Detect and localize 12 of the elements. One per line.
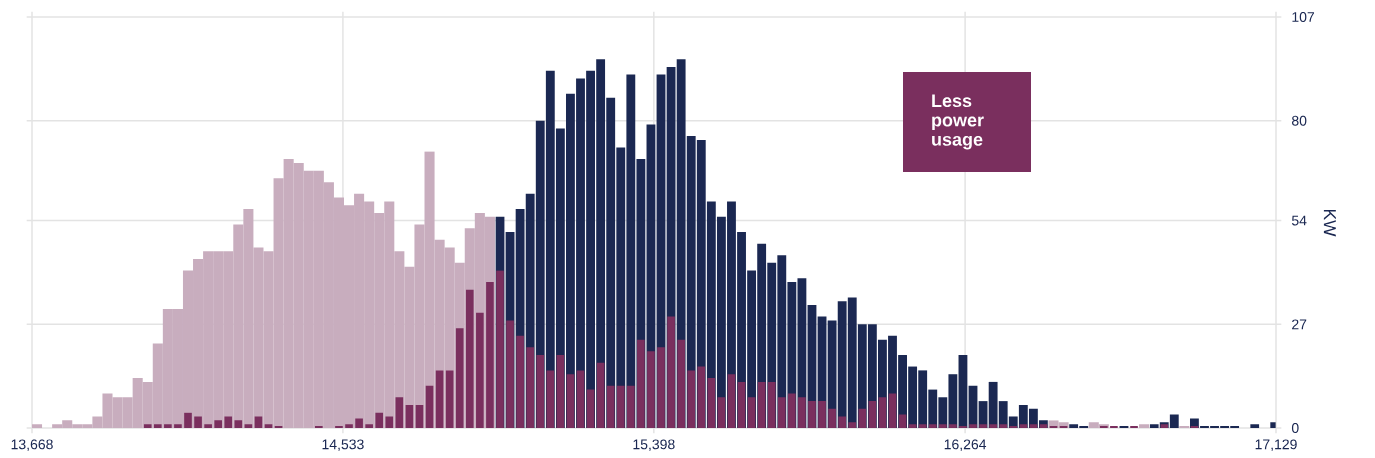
x-tick-label: 15,398 <box>633 439 675 451</box>
annotation: Less power usage <box>932 94 984 150</box>
x-tick-label: 17,129 <box>1255 439 1297 451</box>
x-tick-label: 13,668 <box>11 439 53 451</box>
y-tick-label: 80 <box>1291 115 1307 126</box>
y-tick-label: 27 <box>1292 319 1307 330</box>
y-tick-label: 0 <box>1291 423 1299 433</box>
y-tick-label: 107 <box>1292 12 1315 22</box>
x-tick-label: 16,264 <box>944 439 987 451</box>
y-axis-title: KW <box>1323 209 1336 237</box>
x-tick-label: 14,533 <box>322 439 364 451</box>
y-tick-label: 54 <box>1291 215 1307 226</box>
